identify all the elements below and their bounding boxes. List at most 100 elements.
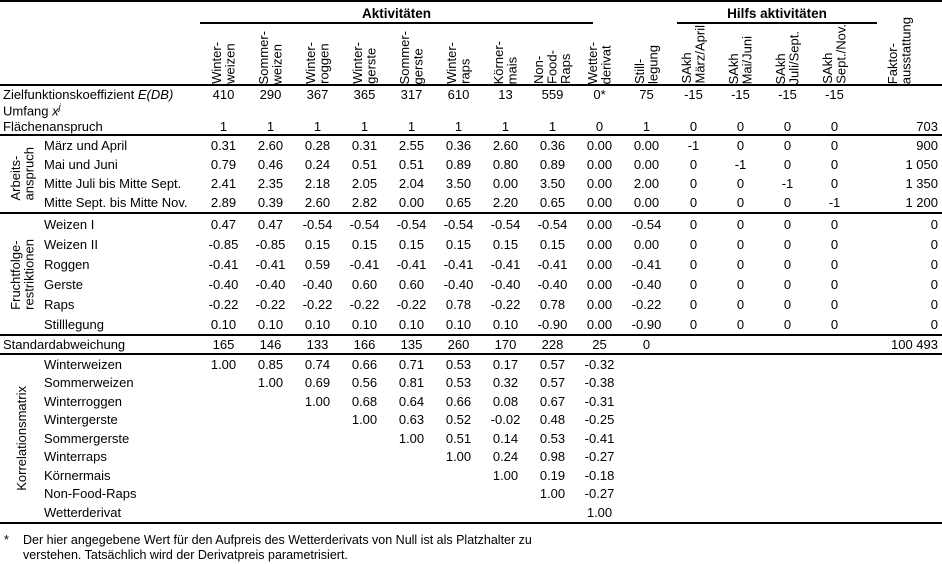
table-cell: 0.71 <box>398 356 425 372</box>
table-cell: -0.40 <box>537 276 568 292</box>
table-cell: 2.05 <box>351 176 378 191</box>
table-cell: 0.10 <box>210 316 237 332</box>
table-cell: 0.66 <box>351 356 378 372</box>
table-cell: 2.18 <box>304 176 331 191</box>
table-cell: -0.22 <box>349 296 380 312</box>
row-label: Mitte Sept. bis Mitte Nov. <box>44 195 188 210</box>
table-row: Stilllegung 0.10 0.10 0.10 0.10 0.10 0.10 0.10 -… <box>0 314 942 334</box>
table-cell: 1 <box>501 118 510 134</box>
table-cell: 0 <box>736 138 745 153</box>
table-cell: 610 <box>447 86 470 102</box>
table-cell: 1 <box>266 118 275 134</box>
table-row: Sommerweizen 1.00 0.69 0.56 0.81 0.53 0.32 0.57… <box>0 374 942 393</box>
table-cell: 0 <box>736 276 745 292</box>
table-cell: 0.78 <box>539 296 566 312</box>
row-label: Zielfunktionskoeffizient E(DB) <box>3 86 174 102</box>
table-cell: 0 <box>783 276 792 292</box>
table-cell: 0 <box>783 138 792 153</box>
row-group-label-text: Korrelationsmatrix <box>14 385 30 491</box>
table-cell: 2.60 <box>257 138 284 153</box>
table-cell: 0 <box>783 118 792 134</box>
table-cell: 0.60 <box>351 276 378 292</box>
table-cell: -0.85 <box>255 236 286 252</box>
table-cell: 0.00 <box>633 236 660 252</box>
table-cell: 0.00 <box>586 195 613 210</box>
table-cell: 0.14 <box>492 430 519 446</box>
table-cell: 0 <box>783 216 792 232</box>
table-cell: 0.00 <box>492 176 519 191</box>
table-cell: 0.17 <box>492 356 519 372</box>
table-cell: 0 <box>783 195 792 210</box>
table-cell: 0.36 <box>539 138 566 153</box>
table-cell: -0.22 <box>490 296 521 312</box>
table-cell: 0 <box>689 118 698 134</box>
column-header: Wetter- derivat <box>576 24 623 84</box>
table-cell: 0.64 <box>398 393 425 409</box>
row-label: Winterweizen <box>44 356 123 372</box>
table-cell: 0.63 <box>398 412 425 428</box>
row-label: Winterroggen <box>44 393 123 409</box>
table-cell: 0.10 <box>257 316 284 332</box>
footnote: * Der hier angegebene Wert für den Aufpr… <box>0 533 942 564</box>
table-cell: -0.27 <box>584 449 615 465</box>
table-cell: 2.04 <box>398 176 425 191</box>
row-label: Mitte Juli bis Mitte Sept. <box>44 176 182 191</box>
table-cell: 0.78 <box>445 296 472 312</box>
table-cell: 0.79 <box>210 157 237 172</box>
table-cell: -0.54 <box>490 216 521 232</box>
table-cell: 0.51 <box>445 430 472 446</box>
table-cell: 0.66 <box>445 393 472 409</box>
column-header: Non-Food- Raps <box>529 24 576 84</box>
table-cell: -0.22 <box>302 296 333 312</box>
table-cell: 0.32 <box>492 375 519 391</box>
table-cell: 0 <box>830 296 839 312</box>
group-title-row: Aktivitäten Hilfs aktivitäten <box>0 2 942 24</box>
table-cell: 2.20 <box>492 195 519 210</box>
faktor-cell: 100 493 <box>891 337 938 352</box>
table-cell: -0.54 <box>302 216 333 232</box>
table-cell: 1.00 <box>445 449 472 465</box>
column-header: Still- legung <box>623 24 670 84</box>
table-cell: -0.90 <box>537 316 568 332</box>
table-cell: 0.36 <box>445 138 472 153</box>
table-row: Mitte Juli bis Mitte Sept. 2.41 2.35 2.18 2.… <box>0 174 942 193</box>
table-cell: 0 <box>736 118 745 134</box>
table-cell: 2.55 <box>398 138 425 153</box>
table-cell: 2.60 <box>304 195 331 210</box>
table-cell: 0.53 <box>445 356 472 372</box>
table-row: Weizen I 0.47 0.47 -0.54 -0.54 -0.54 -0.54 -0.5… <box>0 214 942 234</box>
column-header: SAkh Juli/Sept. <box>764 24 811 84</box>
column-header: SAkh März/April <box>670 24 717 84</box>
table-row: Wintergerste 1.00 0.63 0.52 -0.02 0.48 -0.25 <box>0 411 942 430</box>
table-cell: 0.60 <box>398 276 425 292</box>
table-cell: -1 <box>687 138 700 153</box>
column-header-label: SAkh Sept./Nov. <box>819 24 849 84</box>
column-header-faktorausstattung: Faktor- ausstattung <box>858 0 942 84</box>
table-cell: 13 <box>498 86 513 102</box>
table-cell: 0.31 <box>351 138 378 153</box>
table-cell: 133 <box>306 337 329 352</box>
table-block: Arbeits- anspruch März und April 0.31 2.60 0… <box>0 134 942 212</box>
table-cell: 0.10 <box>492 316 519 332</box>
table-cell: 0.00 <box>633 157 660 172</box>
table-row: März und April 0.31 2.60 0.28 0.31 2.55 0.36 2.… <box>0 136 942 155</box>
table-cell: -15 <box>778 86 797 102</box>
table-cell: -0.41 <box>443 256 474 272</box>
table-cell: 0.00 <box>586 176 613 191</box>
table-cell: 0.48 <box>539 412 566 428</box>
table-cell: 0.00 <box>586 157 613 172</box>
table-cell: -0.54 <box>537 216 568 232</box>
table-cell: 1.00 <box>304 393 331 409</box>
table-cell: 0 <box>830 118 839 134</box>
table-cell: 0.80 <box>492 157 519 172</box>
table-cell: 1.00 <box>492 467 519 483</box>
table-cell: -0.41 <box>208 256 239 272</box>
table-cell: -0.25 <box>584 412 615 428</box>
table-cell: 1 <box>548 118 557 134</box>
table-cell: -0.27 <box>584 486 615 502</box>
table-cell: 75 <box>639 86 654 102</box>
table-cell: -0.41 <box>631 256 662 272</box>
table-cell: 0.52 <box>445 412 472 428</box>
table-cell: 2.60 <box>492 138 519 153</box>
